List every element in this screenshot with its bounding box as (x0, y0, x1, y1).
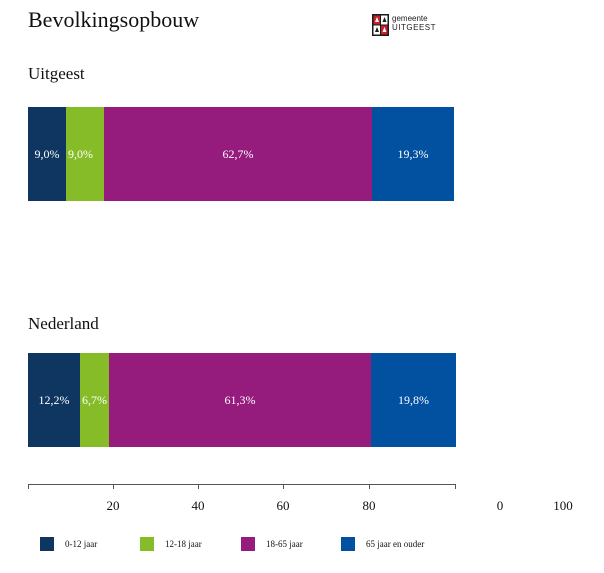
legend-swatch-12-18 (140, 537, 154, 551)
bar-segment-nederland-0-12: 12,2% (28, 353, 80, 447)
x-axis-tick-label: 40 (191, 498, 205, 513)
legend-item-12-18: 12-18 jaar (140, 537, 202, 551)
stacked-bar-nederland: 12,2% 6,7% 61,3% 19,8% (28, 353, 456, 447)
stacked-bar-uitgeest: 9,0% 9,0% 62,7% 19,3% (28, 107, 455, 201)
logo-text-gemeente: gemeente (392, 14, 428, 23)
x-axis-tick-label: 80 (362, 498, 376, 513)
x-axis-tick (198, 484, 199, 489)
legend-label-0-12: 0-12 jaar (65, 539, 98, 549)
municipality-logo: gemeente UITGEEST (372, 14, 452, 48)
bar-segment-nederland-12-18: 6,7% (80, 353, 109, 447)
bar-segment-uitgeest-0-12: 9,0% (28, 107, 66, 201)
bar-value-label: 61,3% (224, 392, 256, 407)
bar-value-label: 9,0% (68, 146, 93, 161)
bar-segment-nederland-18-65: 61,3% (109, 353, 371, 447)
bar-segment-uitgeest-12-18: 9,0% (66, 107, 104, 201)
legend-label-65-plus: 65 jaar en ouder (366, 539, 425, 549)
bar-segment-nederland-65-plus: 19,8% (371, 353, 456, 447)
bar-value-label: 62,7% (222, 146, 254, 161)
logo-text-uitgeest: UITGEEST (392, 23, 437, 32)
bar-value-label: 19,3% (397, 146, 429, 161)
panel-title-uitgeest: Uitgeest (28, 64, 85, 83)
bar-value-label: 12,2% (38, 392, 70, 407)
x-axis-tick-label: 60 (276, 498, 290, 513)
legend-swatch-18-65 (241, 537, 255, 551)
panel-title-nederland: Nederland (28, 314, 99, 333)
bar-value-label: 9,0% (34, 146, 60, 161)
x-axis-tick-label: 0 (496, 498, 504, 513)
legend-label-12-18: 12-18 jaar (165, 539, 202, 549)
legend-item-18-65: 18-65 jaar (241, 537, 303, 551)
x-axis-tick (283, 484, 284, 489)
x-axis: 0 20 40 60 80 100 (28, 484, 598, 524)
coat-of-arms-icon (372, 14, 389, 36)
legend-swatch-65-plus (341, 537, 355, 551)
bar-segment-uitgeest-65-plus: 19,3% (372, 107, 454, 201)
x-axis-tick (113, 484, 114, 489)
page-title: Bevolkingsopbouw (28, 7, 200, 32)
bar-value-label: 6,7% (82, 392, 107, 407)
x-axis-tick-label: 20 (106, 498, 120, 513)
x-axis-line (28, 484, 455, 485)
legend-item-0-12: 0-12 jaar (40, 537, 97, 551)
x-axis-tick (455, 484, 456, 489)
legend-item-65-plus: 65 jaar en ouder (341, 537, 424, 551)
chart-legend: 0-12 jaar 12-18 jaar 18-65 jaar 65 jaar … (40, 537, 600, 557)
legend-swatch-0-12 (40, 537, 54, 551)
legend-label-18-65: 18-65 jaar (266, 539, 303, 549)
bar-segment-uitgeest-18-65: 62,7% (104, 107, 372, 201)
x-axis-tick-label: 100 (553, 498, 573, 513)
bar-value-label: 19,8% (398, 392, 429, 407)
x-axis-tick (369, 484, 370, 489)
x-axis-tick (28, 484, 29, 489)
